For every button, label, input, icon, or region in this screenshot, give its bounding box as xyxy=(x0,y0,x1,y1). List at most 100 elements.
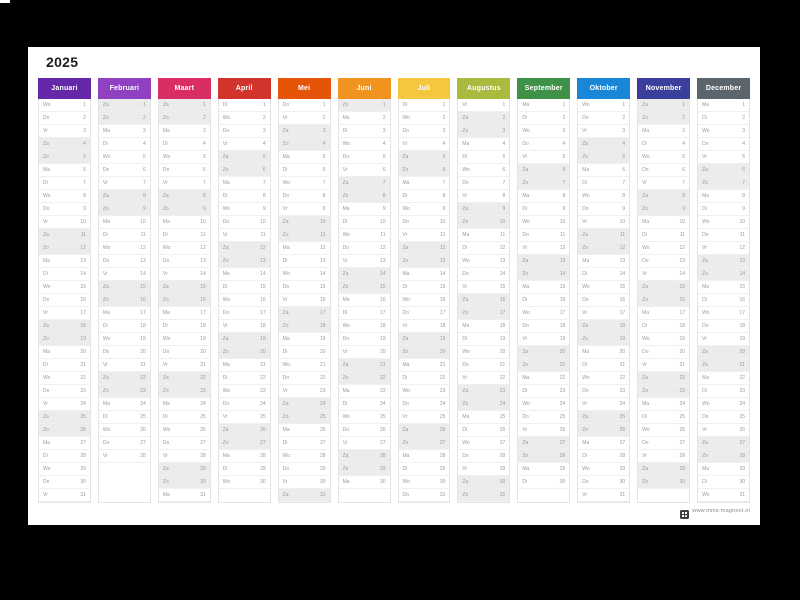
day-row: Do 25 xyxy=(698,411,749,424)
month-days: Wo 1 Do 2 Vr 3 Za 4 Zo 5 Ma 6 Di 7 Wo 8 Do 9 Vr 10 Za 11 Zo 12 M… xyxy=(38,99,91,503)
day-name: Zo xyxy=(702,179,708,186)
day-name: Zo xyxy=(462,309,469,316)
brand-logo-icon xyxy=(680,506,690,519)
day-row: Vr 14 xyxy=(158,268,210,281)
day-number: 15 xyxy=(379,283,386,290)
day-row: Do 16 xyxy=(39,294,90,307)
day-name: Di xyxy=(522,114,528,121)
day-number: 18 xyxy=(499,322,506,329)
day-name: Vr xyxy=(462,283,468,290)
day-number: 16 xyxy=(439,296,446,303)
day-row: Zo 26 xyxy=(39,424,90,437)
day-name: Za xyxy=(462,114,469,121)
day-row: Za 5 xyxy=(218,151,270,164)
day-name: Wo xyxy=(162,153,171,160)
day-number: 25 xyxy=(739,413,745,420)
day-row: Vr 6 xyxy=(338,164,390,177)
day-row: Ma 29 xyxy=(698,463,749,476)
day-number: 28 xyxy=(379,452,386,459)
day-number: 18 xyxy=(140,322,146,329)
day-number: 23 xyxy=(260,387,266,394)
day-row: Za 5 xyxy=(398,151,450,164)
day-row: Vr 12 xyxy=(698,242,749,255)
day-name: Vr xyxy=(522,153,528,160)
day-row: Wo 19 xyxy=(158,333,210,346)
day-name: Wo xyxy=(402,478,410,485)
day-row: Za 12 xyxy=(218,242,270,255)
day-row: Di 4 xyxy=(158,138,210,151)
day-name: Do xyxy=(342,153,349,160)
day-name: Ma xyxy=(162,491,170,498)
day-number: 3 xyxy=(83,127,86,134)
day-name: Vr xyxy=(43,400,48,407)
day-name: Wo xyxy=(102,153,111,160)
day-name: Zo xyxy=(102,296,109,303)
day-number: 3 xyxy=(262,127,266,134)
day-name: Wo xyxy=(162,335,171,342)
day-number: 26 xyxy=(260,426,266,433)
day-number: 21 xyxy=(559,361,566,368)
day-number: 11 xyxy=(200,231,206,238)
day-name: Do xyxy=(282,374,290,381)
day-name: Zo xyxy=(702,452,708,459)
day-row: Ma 29 xyxy=(518,463,570,476)
day-row: Zo 4 xyxy=(278,138,330,151)
day-row: Za 27 xyxy=(698,437,749,450)
day-row: Ma 6 xyxy=(39,164,90,177)
day-number: 19 xyxy=(439,335,446,342)
day-row: Ma 14 xyxy=(398,268,450,281)
day-number: 15 xyxy=(320,283,326,290)
day-number: 31 xyxy=(320,491,326,498)
day-row: Wo 23 xyxy=(218,385,270,398)
day-row: Wo 1 xyxy=(578,99,630,112)
day-name: Wo xyxy=(43,192,51,199)
day-number: 30 xyxy=(559,478,566,485)
day-number: 28 xyxy=(619,452,626,459)
day-name: Ma xyxy=(342,478,350,485)
day-number: 30 xyxy=(439,478,446,485)
day-name: Vr xyxy=(102,179,108,186)
day-row: Zo 31 xyxy=(458,489,510,502)
day-row: Ma 8 xyxy=(698,190,749,203)
day-name: Wo xyxy=(462,166,470,173)
day-name: Di xyxy=(522,478,528,485)
day-number: 4 xyxy=(202,140,206,147)
day-row: Zo 7 xyxy=(518,177,570,190)
day-row: Do 17 xyxy=(218,307,270,320)
day-name: Za xyxy=(702,257,708,264)
day-name: Za xyxy=(582,231,589,238)
day-name: Zo xyxy=(402,166,409,173)
day-row: Za 11 xyxy=(578,229,630,242)
day-row: Ma 27 xyxy=(578,437,630,450)
day-row: Vr 19 xyxy=(698,333,749,346)
day-number: 27 xyxy=(739,439,745,446)
day-name: Zo xyxy=(402,257,409,264)
day-number: 16 xyxy=(260,296,266,303)
day-number: 8 xyxy=(442,192,446,199)
day-name: Za xyxy=(342,179,349,186)
day-name: Di xyxy=(582,270,587,277)
day-name: Do xyxy=(102,257,110,264)
day-name: Za xyxy=(402,426,409,433)
day-row: Vr 21 xyxy=(158,359,210,372)
day-name: Wo xyxy=(342,322,350,329)
day-row: Di 23 xyxy=(518,385,570,398)
day-name: Vr xyxy=(43,127,48,134)
day-row: Di 1 xyxy=(218,99,270,112)
day-row: Za 3 xyxy=(278,125,330,138)
day-row: Zo 9 xyxy=(638,203,690,216)
day-name: Wo xyxy=(222,296,231,303)
day-name: Zo xyxy=(162,387,169,394)
day-row: Di 30 xyxy=(518,476,570,489)
day-name: Di xyxy=(582,361,587,368)
day-row: Di 19 xyxy=(458,333,510,346)
day-number: 15 xyxy=(80,283,86,290)
day-name: Vr xyxy=(43,491,48,498)
day-number: 15 xyxy=(559,283,566,290)
day-number: 13 xyxy=(200,257,206,264)
day-number: 5 xyxy=(682,153,686,160)
day-row: Vr 13 xyxy=(338,255,390,268)
day-name: Vr xyxy=(282,387,288,394)
day-name: Do xyxy=(582,478,589,485)
month-column: April Di 1 Wo 2 Do 3 Vr 4 Za 5 Zo 6 Ma 7 Di 8 Wo 9 Do 10 Vr 1… xyxy=(217,78,271,503)
